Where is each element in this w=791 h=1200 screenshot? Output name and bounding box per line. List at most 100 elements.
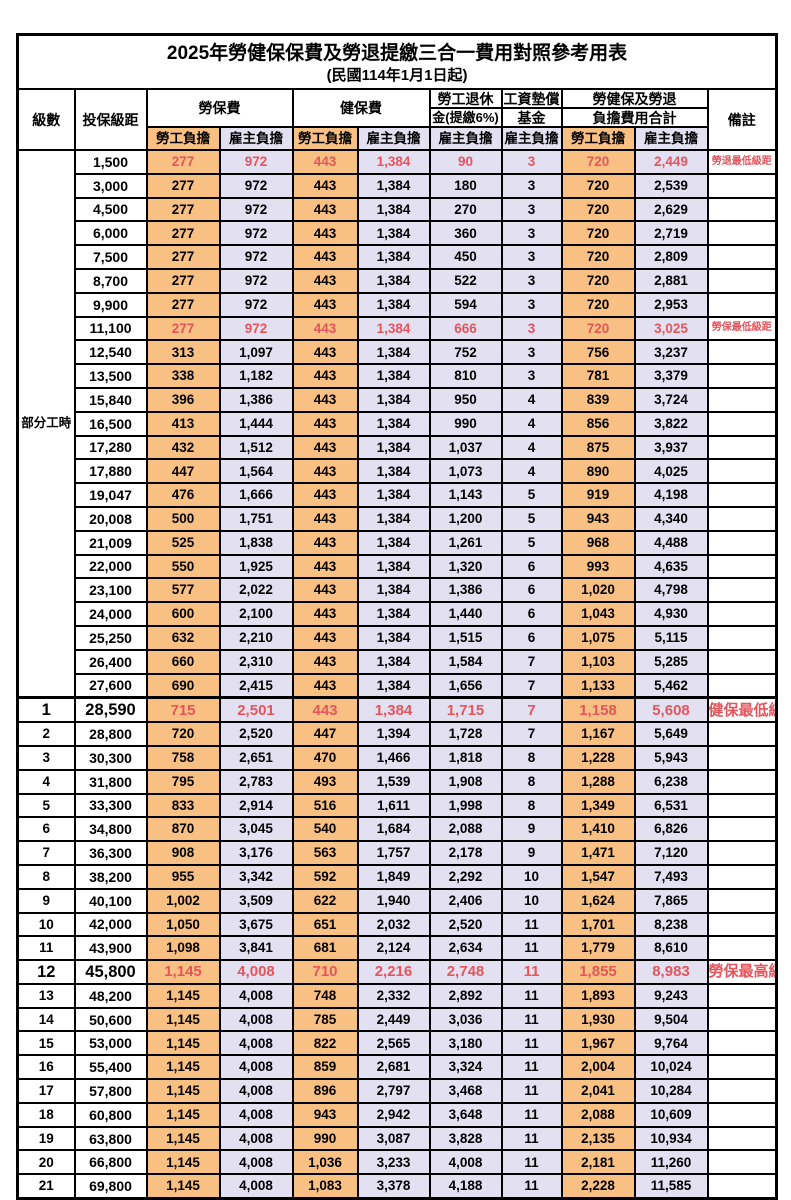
cell-hi-employer: 1,384 <box>356 196 431 223</box>
cell-li-employee: 447 <box>145 458 221 485</box>
cell-li-employer: 2,310 <box>218 648 294 675</box>
cell-li-employee: 690 <box>145 672 221 699</box>
cell-hi-employee: 822 <box>291 1030 359 1057</box>
cell-fund-employer: 11 <box>500 1078 563 1104</box>
cell-pension-employer: 1,656 <box>428 672 503 699</box>
cell-pension-employer: 990 <box>428 410 503 437</box>
table-row: 23,100 577 2,022 443 1,384 1,386 6 1,020 4,798 <box>18 577 778 604</box>
cell-li-employee: 277 <box>145 172 221 199</box>
cell-total-employee: 720 <box>560 149 636 175</box>
cell-li-employee: 870 <box>145 816 221 843</box>
cell-li-employee: 1,145 <box>145 1149 221 1176</box>
cell-li-employer: 1,564 <box>218 458 294 485</box>
cell-note <box>706 1054 778 1081</box>
cell-hi-employer: 1,384 <box>356 434 431 461</box>
table-row: 21,009 525 1,838 443 1,384 1,261 5 968 4,488 <box>18 529 778 556</box>
cell-hi-employer: 3,233 <box>356 1149 431 1176</box>
cell-salary: 3,000 <box>73 172 148 199</box>
cell-total-employer: 9,504 <box>633 1006 709 1033</box>
cell-salary: 15,840 <box>73 386 148 413</box>
cell-li-employee: 632 <box>145 624 221 651</box>
cell-note <box>706 982 778 1009</box>
cell-hi-employee: 443 <box>291 434 359 461</box>
col-header-salary-bracket: 投保級距 <box>73 88 148 151</box>
cell-note <box>706 768 778 795</box>
cell-li-employee: 277 <box>145 291 221 318</box>
cell-hi-employer: 1,384 <box>356 315 431 342</box>
cell-note <box>706 577 778 604</box>
cell-hi-employee: 443 <box>291 386 359 413</box>
cell-fund-employer: 5 <box>500 529 563 556</box>
table-row: 22,000 550 1,925 443 1,384 1,320 6 993 4,635 <box>18 553 778 580</box>
cell-note <box>706 291 778 318</box>
cell-pension-employer: 1,386 <box>428 577 503 604</box>
cell-total-employer: 5,115 <box>633 624 709 651</box>
cell-fund-employer: 8 <box>500 792 563 819</box>
cell-pension-employer: 3,648 <box>428 1101 503 1128</box>
cell-li-employer: 4,008 <box>218 1078 294 1104</box>
cell-pension-employer: 1,998 <box>428 792 503 819</box>
cell-fund-employer: 7 <box>500 696 563 724</box>
cell-li-employee: 1,145 <box>145 1173 221 1200</box>
cell-hi-employee: 896 <box>291 1078 359 1104</box>
cell-hi-employer: 2,032 <box>356 911 431 938</box>
table-row: 13,500 338 1,182 443 1,384 810 3 781 3,379 <box>18 363 778 389</box>
cell-hi-employee: 443 <box>291 696 359 724</box>
cell-total-employee: 1,103 <box>560 648 636 675</box>
cell-hi-employer: 2,681 <box>356 1054 431 1081</box>
cell-total-employee: 1,930 <box>560 1006 636 1033</box>
col-header-pension-line1: 勞工退休 <box>428 88 503 109</box>
header-row-2: 金(提繳6%) 基金 負擔費用合計 <box>18 107 777 128</box>
cell-salary: 16,500 <box>73 410 148 437</box>
cell-li-employer: 4,008 <box>218 1054 294 1081</box>
cell-total-employer: 9,764 <box>633 1030 709 1057</box>
cell-fund-employer: 6 <box>500 624 563 651</box>
table-row: 13 48,200 1,145 4,008 748 2,332 2,892 11 1,893 9,… <box>16 982 778 1009</box>
cell-hi-employee: 443 <box>291 220 359 247</box>
cell-li-employee: 1,145 <box>145 1125 221 1152</box>
cell-fund-employer: 5 <box>500 482 563 508</box>
cell-li-employer: 2,783 <box>218 768 294 795</box>
cell-pension-employer: 3,828 <box>428 1125 503 1152</box>
page-title: 2025年勞健保保費及勞退提繳三合一費用對照參考用表 <box>166 42 628 64</box>
cell-pension-employer: 2,634 <box>428 935 503 962</box>
cell-fund-employer: 3 <box>500 315 563 342</box>
cell-hi-employer: 1,384 <box>356 267 431 294</box>
cell-li-employer: 1,512 <box>218 434 294 461</box>
cell-total-employee: 1,288 <box>560 768 636 795</box>
table-row: 26,400 660 2,310 443 1,384 1,584 7 1,103 5,285 <box>18 648 778 675</box>
cell-total-employer: 5,285 <box>633 648 709 675</box>
cell-total-employer: 5,943 <box>633 744 709 771</box>
cell-salary: 27,600 <box>73 672 148 699</box>
table-row: 19 63,800 1,145 4,008 990 3,087 3,828 11 2,135 10… <box>16 1125 778 1152</box>
cell-hi-employer: 1,611 <box>356 792 431 819</box>
cell-total-employee: 720 <box>560 315 636 342</box>
cell-hi-employee: 443 <box>291 482 359 508</box>
cell-total-employer: 4,025 <box>633 458 709 485</box>
cell-li-employer: 972 <box>218 315 294 342</box>
cell-li-employee: 277 <box>145 315 221 342</box>
cell-hi-employer: 2,565 <box>356 1030 431 1057</box>
cell-li-employee: 1,145 <box>145 982 221 1009</box>
cell-fund-employer: 7 <box>500 672 563 699</box>
cell-note <box>706 601 778 627</box>
table-row: 4,500 277 972 443 1,384 270 3 720 2,629 <box>18 196 778 223</box>
cell-level: 16 <box>16 1054 76 1081</box>
cell-total-employee: 720 <box>560 196 636 223</box>
cell-total-employer: 11,585 <box>633 1173 709 1200</box>
cell-pension-employer: 360 <box>428 220 503 247</box>
cell-fund-employer: 3 <box>500 244 563 270</box>
cell-total-employer: 2,953 <box>633 291 709 318</box>
cell-li-employee: 833 <box>145 792 221 819</box>
cell-salary: 9,900 <box>73 291 148 318</box>
cell-pension-employer: 1,143 <box>428 482 503 508</box>
cell-fund-employer: 6 <box>500 553 563 580</box>
cell-fund-employer: 4 <box>500 458 563 485</box>
cell-hi-employer: 1,757 <box>356 840 431 866</box>
subheader-hi-employer: 雇主負擔 <box>356 126 431 151</box>
cell-level: 4 <box>16 768 76 795</box>
cell-fund-employer: 11 <box>500 911 563 938</box>
table-row: 9,900 277 972 443 1,384 594 3 720 2,953 <box>18 291 778 318</box>
cell-li-employer: 3,509 <box>218 887 294 914</box>
cell-hi-employer: 1,940 <box>356 887 431 914</box>
